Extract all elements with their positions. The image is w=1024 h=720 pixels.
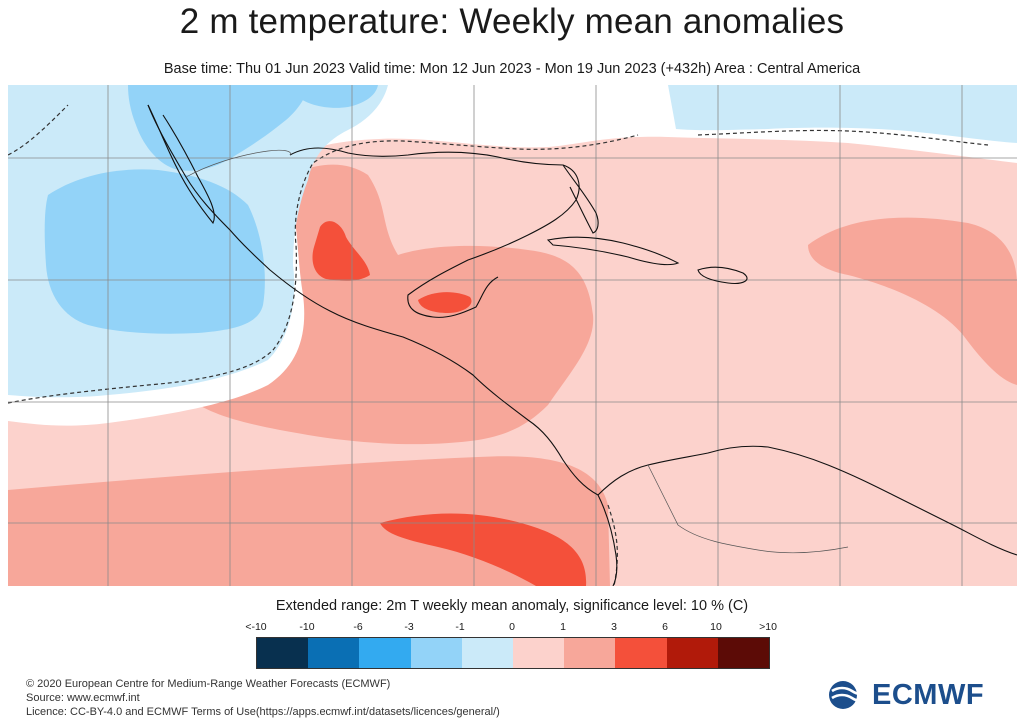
ecmwf-logo: ECMWF bbox=[828, 678, 984, 712]
border-colombia-venezuela bbox=[647, 464, 759, 551]
map-title: 2 m temperature: Weekly mean anomalies bbox=[179, 2, 845, 41]
legend-label: 3 bbox=[611, 621, 617, 633]
warm-spot-mexico bbox=[312, 221, 370, 281]
map-subtitle: Base time: Thu 01 Jun 2023 Valid time: M… bbox=[163, 61, 861, 77]
coast-baja bbox=[147, 104, 215, 225]
legend-title: Extended range: 2m T weekly mean anomaly… bbox=[275, 598, 749, 614]
legend-label: 10 bbox=[710, 621, 722, 633]
legend-swatch bbox=[666, 638, 718, 668]
legend-label: 6 bbox=[662, 621, 668, 633]
cool-spot-north bbox=[293, 85, 378, 108]
legend-labels: <-10 -10 -6 -3 -1 0 1 3 6 10 >10 bbox=[0, 621, 1024, 635]
coast-florida bbox=[562, 164, 599, 234]
anomaly-map-svg bbox=[8, 85, 1017, 586]
legend-label: -1 bbox=[455, 621, 465, 633]
legend-swatch bbox=[461, 638, 514, 668]
legend-label: <-10 bbox=[245, 621, 267, 633]
legend-swatch bbox=[308, 638, 360, 668]
legend-swatch bbox=[410, 638, 462, 668]
warm-spot-galapagos bbox=[380, 513, 587, 586]
coast-cuba bbox=[546, 236, 680, 266]
ecmwf-logo-text: ECMWF bbox=[872, 678, 985, 711]
legend-label: -10 bbox=[299, 621, 315, 633]
border-south bbox=[757, 546, 849, 554]
contour-north-boundary bbox=[8, 134, 639, 404]
cool-region-northeast bbox=[668, 85, 1017, 143]
anomaly-map bbox=[8, 85, 1017, 586]
legend-swatch bbox=[359, 638, 411, 668]
coast-south-america bbox=[597, 445, 1017, 556]
graticule bbox=[8, 85, 1017, 586]
border-us-mexico bbox=[185, 149, 291, 178]
coast-hispaniola bbox=[697, 266, 748, 284]
legend-swatch bbox=[717, 638, 770, 668]
legend-label: >10 bbox=[759, 621, 777, 633]
warm-band-pacific-south bbox=[8, 456, 610, 586]
legend-label: 1 bbox=[560, 621, 566, 633]
coastlines bbox=[147, 104, 1017, 586]
legend-label: -6 bbox=[353, 621, 363, 633]
footer-credits: © 2020 European Centre for Medium-Range … bbox=[26, 677, 500, 719]
footer-copyright: © 2020 European Centre for Medium-Range … bbox=[26, 678, 391, 690]
legend-swatch bbox=[564, 638, 616, 668]
legend-label: 0 bbox=[509, 621, 515, 633]
warm-spot-yucatan bbox=[418, 292, 472, 313]
country-borders bbox=[185, 149, 849, 554]
legend-swatch bbox=[257, 638, 309, 668]
coast-gulf-of-mexico bbox=[289, 147, 580, 318]
contour-northwest bbox=[8, 104, 69, 156]
legend-label: -3 bbox=[404, 621, 414, 633]
ecmwf-logo-icon bbox=[829, 681, 868, 709]
coast-mexico-pacific bbox=[147, 104, 599, 496]
legend-color-bar bbox=[256, 637, 770, 669]
legend-swatch bbox=[615, 638, 667, 668]
footer-source: Source: www.ecmwf.int bbox=[26, 692, 140, 704]
cool-core-pacific bbox=[44, 169, 265, 334]
warm-region-atlantic bbox=[808, 217, 1017, 385]
coast-pacific-south-america bbox=[597, 494, 618, 586]
footer-licence: Licence: CC-BY-4.0 and ECMWF Terms of Us… bbox=[26, 706, 500, 718]
cool-core-us bbox=[128, 85, 308, 171]
legend-swatch bbox=[513, 638, 565, 668]
contour-northeast bbox=[697, 129, 989, 146]
